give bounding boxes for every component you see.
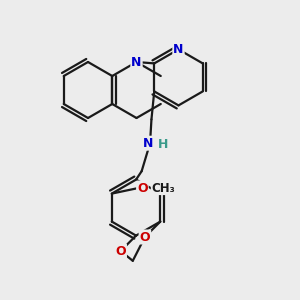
Text: N: N bbox=[131, 56, 142, 68]
Text: CH₃: CH₃ bbox=[152, 182, 175, 194]
Text: H: H bbox=[158, 138, 168, 151]
Text: O: O bbox=[115, 244, 126, 257]
Text: N: N bbox=[143, 137, 153, 150]
Text: O: O bbox=[140, 230, 150, 244]
Text: N: N bbox=[173, 43, 184, 56]
Text: O: O bbox=[137, 182, 148, 194]
